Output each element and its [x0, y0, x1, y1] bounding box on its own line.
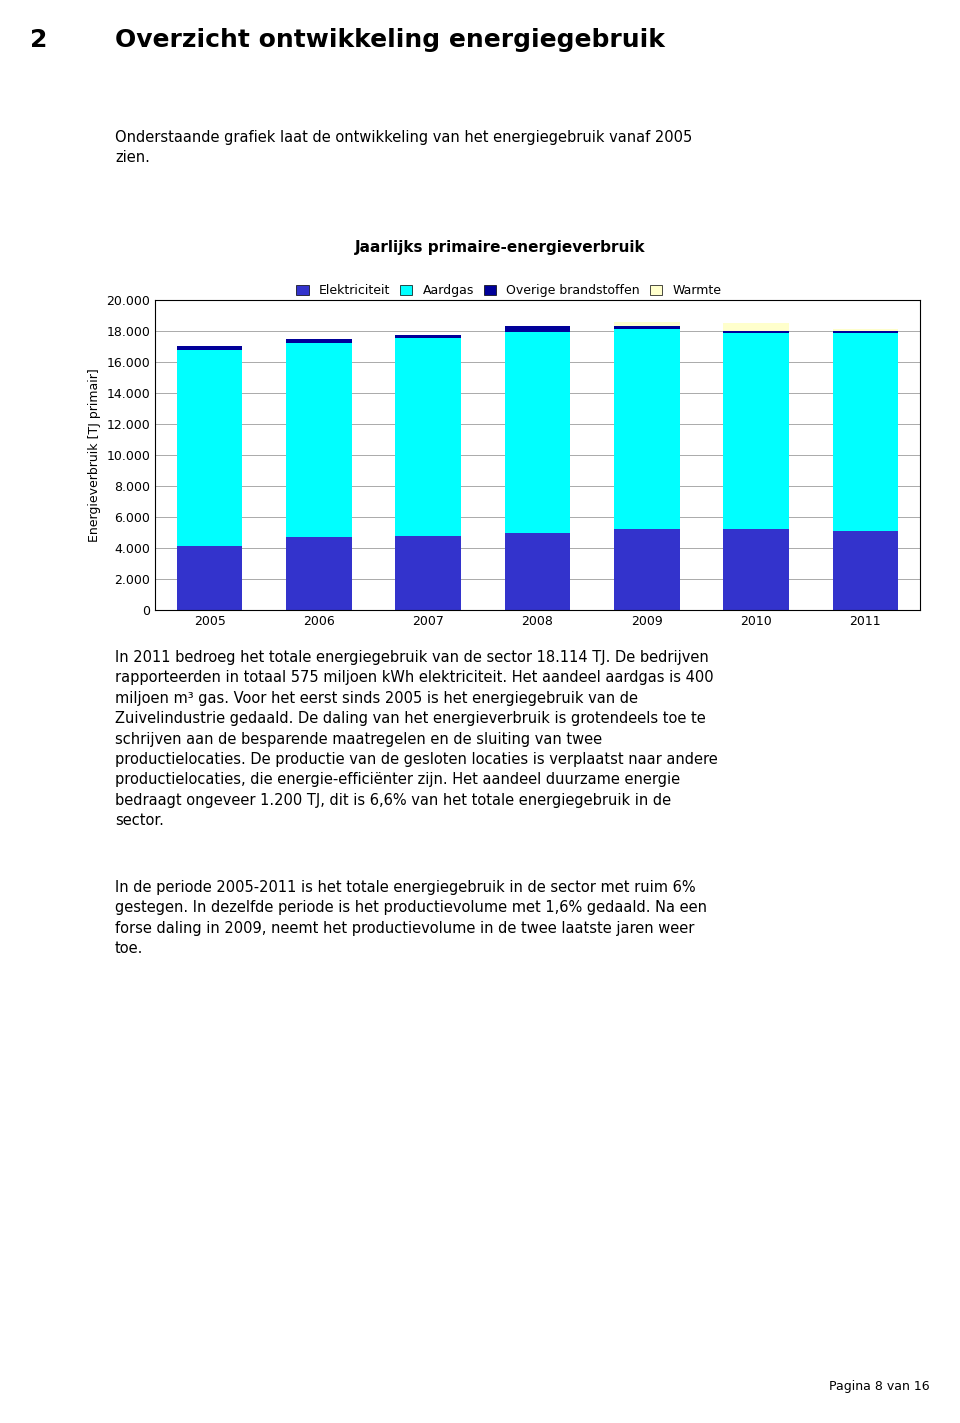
Bar [177, 350, 243, 546]
Bar [396, 334, 461, 339]
Bar [286, 339, 351, 343]
Text: Jaarlijks primaire-energieverbruik: Jaarlijks primaire-energieverbruik [354, 240, 645, 255]
Text: In de periode 2005-2011 is het totale energiegebruik in de sector met ruim 6%
ge: In de periode 2005-2011 is het totale en… [115, 879, 707, 956]
Bar [832, 531, 899, 610]
Bar [505, 326, 570, 332]
Text: Overzicht ontwikkeling energiegebruik: Overzicht ontwikkeling energiegebruik [115, 28, 665, 53]
Bar [396, 339, 461, 535]
Bar [832, 329, 899, 332]
Bar [286, 536, 351, 610]
Bar [505, 534, 570, 610]
Text: In 2011 bedroeg het totale energiegebruik van de sector 18.114 TJ. De bedrijven
: In 2011 bedroeg het totale energiegebrui… [115, 650, 718, 828]
Bar [723, 323, 789, 332]
Bar [723, 333, 789, 529]
Text: 2: 2 [30, 28, 47, 53]
Bar [614, 322, 680, 326]
Bar [723, 332, 789, 333]
Bar [614, 329, 680, 529]
Bar [286, 343, 351, 536]
Y-axis label: Energieverbruik [TJ primair]: Energieverbruik [TJ primair] [87, 369, 101, 542]
Bar [614, 529, 680, 610]
Bar [832, 332, 899, 333]
Bar [177, 546, 243, 610]
Bar [832, 333, 899, 531]
Bar [723, 529, 789, 610]
Bar [396, 535, 461, 610]
Bar [177, 346, 243, 350]
Legend: Elektriciteit, Aardgas, Overige brandstoffen, Warmte: Elektriciteit, Aardgas, Overige brandsto… [296, 285, 722, 297]
Text: Onderstaande grafiek laat de ontwikkeling van het energiegebruik vanaf 2005
zien: Onderstaande grafiek laat de ontwikkelin… [115, 129, 692, 165]
Bar [614, 326, 680, 329]
Text: Pagina 8 van 16: Pagina 8 van 16 [829, 1380, 930, 1393]
Bar [505, 332, 570, 534]
